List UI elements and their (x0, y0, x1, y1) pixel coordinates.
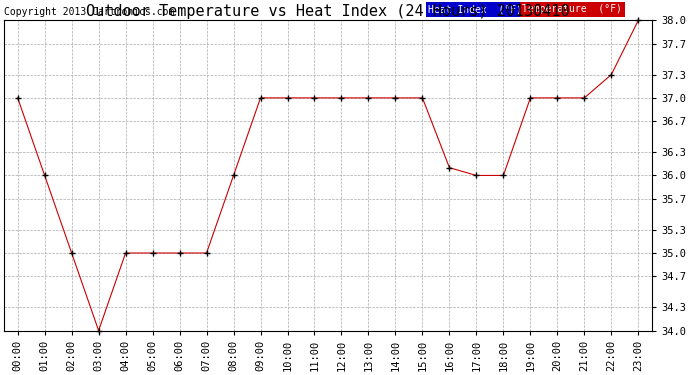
Title: Outdoor Temperature vs Heat Index (24 Hours) 20130410: Outdoor Temperature vs Heat Index (24 Ho… (86, 4, 570, 19)
Text: Temperature  (°F): Temperature (°F) (522, 4, 622, 15)
Text: Copyright 2013 Cartronics.com: Copyright 2013 Cartronics.com (4, 7, 175, 16)
Text: Heat Index  (°F): Heat Index (°F) (428, 4, 522, 15)
